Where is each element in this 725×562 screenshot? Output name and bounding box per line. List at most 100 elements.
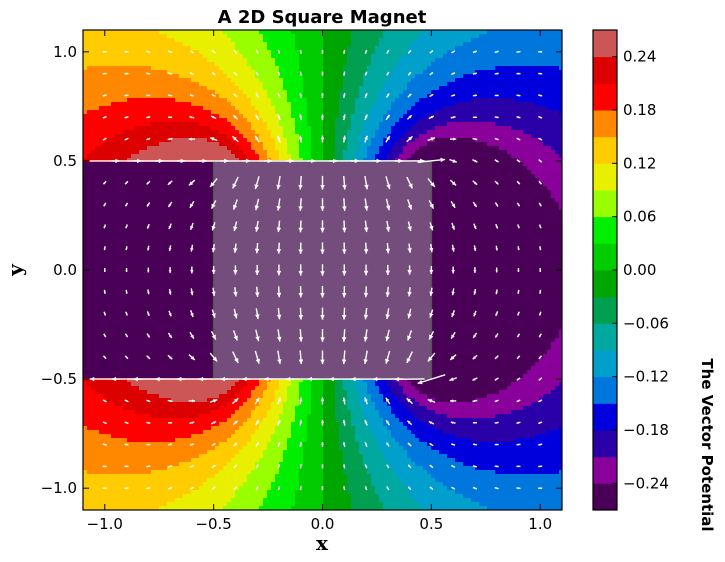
field-arrow [538,487,543,490]
field-arrow [232,351,239,364]
field-arrow [190,244,194,252]
field-arrow [495,223,499,229]
field-arrow [124,355,129,360]
colorbar-band [593,403,617,431]
field-arrow [254,220,260,232]
field-arrow [146,94,151,97]
colorbar-band [593,243,617,271]
field-arrow [451,310,456,318]
field-arrow [277,350,282,365]
field-arrow [146,311,150,317]
field-arrow [538,50,543,53]
field-arrow [147,245,150,251]
field-arrow [209,398,218,403]
field-arrow [451,288,455,296]
field-arrow [255,329,260,342]
field-arrow [210,420,217,425]
field-arrow [472,443,477,446]
field-arrow [364,175,369,190]
field-arrow [125,267,128,273]
field-arrow [298,175,303,190]
field-arrow [407,442,412,447]
field-arrow [233,486,238,491]
field-arrow [385,220,391,232]
field-arrow [364,419,368,426]
field-arrow [472,399,478,403]
field-arrow [167,201,173,208]
x-axis-label: x [316,531,329,555]
field-arrow [146,421,151,424]
field-arrow [364,49,368,54]
field-arrow [233,71,238,76]
field-arrow [472,201,478,208]
field-arrow [167,50,173,54]
field-arrow [210,115,217,120]
field-arrow [407,93,412,98]
field-arrow [406,135,413,143]
field-arrow [211,486,216,491]
field-arrow [298,329,304,342]
field-arrow [385,419,391,426]
field-arrow [255,486,259,491]
y-tick-label: 1.0 [53,43,77,61]
field-arrow [211,244,216,253]
field-arrow [363,286,369,298]
field-arrow [103,246,106,251]
field-arrow [494,421,499,424]
field-arrow [494,116,499,119]
field-arrow [494,355,499,360]
field-arrow [232,135,239,143]
field-arrow [211,71,216,76]
field-arrow [167,72,173,75]
field-arrow [472,159,478,163]
field-arrow [407,221,412,232]
field-arrow [386,49,390,54]
field-arrow [168,245,172,252]
field-arrow [538,443,543,446]
field-arrow [254,242,260,254]
field-arrow [429,265,434,275]
field-arrow [276,242,282,254]
field-arrow [429,442,434,447]
field-arrow [124,399,129,403]
field-arrow [429,464,434,469]
field-arrow [298,307,304,320]
field-arrow [428,331,435,340]
field-arrow [386,464,390,469]
field-arrow [190,288,194,296]
field-arrow [364,397,368,405]
field-arrow [538,180,543,185]
field-arrow [516,377,521,381]
field-arrow [167,354,173,360]
field-arrow [188,137,195,141]
field-arrow [233,464,238,469]
field-arrow [517,311,520,316]
field-arrow [427,178,436,188]
field-arrow [103,311,107,316]
y-tick-label: −1.0 [41,479,77,497]
field-arrow [429,93,434,98]
field-arrow [363,242,369,254]
field-arrow [385,114,391,121]
field-arrow [385,264,391,276]
field-arrow [429,287,434,296]
field-arrow [167,332,173,339]
field-arrow [538,224,542,229]
field-arrow [299,49,302,54]
field-arrow [342,135,346,143]
field-arrow [427,137,436,142]
field-arrow [473,267,477,273]
field-arrow [189,443,194,446]
field-arrow [146,50,151,53]
field-arrow [494,159,499,163]
field-arrow [472,137,478,141]
field-arrow [473,245,477,252]
field-arrow [494,72,499,75]
field-arrow [124,421,129,424]
field-arrow [517,289,520,294]
field-arrow [538,465,543,468]
field-arrow [407,199,413,210]
field-arrow [147,267,150,273]
field-arrow [189,94,194,97]
field-arrow [103,224,107,229]
